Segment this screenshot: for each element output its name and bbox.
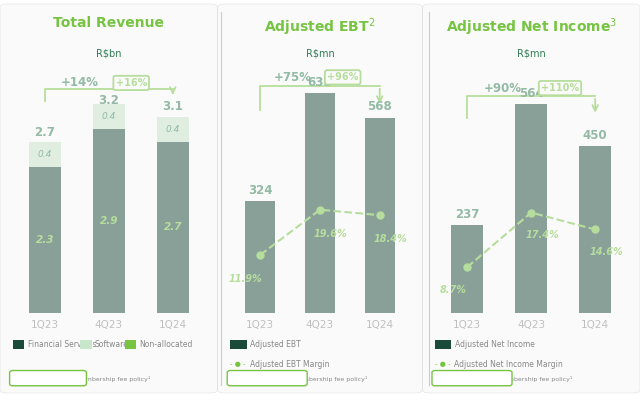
Text: R$mn: R$mn bbox=[517, 48, 545, 58]
Text: +75%: +75% bbox=[274, 71, 312, 84]
Text: 17.4%: 17.4% bbox=[526, 230, 559, 240]
Text: Non-allocated: Non-allocated bbox=[140, 340, 193, 349]
Bar bbox=[245, 201, 275, 313]
Text: +96%: +96% bbox=[327, 72, 358, 82]
Text: 0.4: 0.4 bbox=[166, 125, 180, 134]
Text: 11.9%: 11.9% bbox=[228, 274, 262, 284]
Text: 2.3: 2.3 bbox=[36, 235, 54, 245]
Bar bbox=[451, 225, 483, 313]
Text: 4Q23: 4Q23 bbox=[306, 320, 334, 330]
Text: +14%: +14% bbox=[61, 77, 99, 89]
Text: R$bn: R$bn bbox=[96, 48, 122, 58]
Bar bbox=[93, 129, 125, 313]
Text: 1Q23: 1Q23 bbox=[31, 320, 59, 330]
Bar bbox=[365, 117, 395, 313]
Text: Total Revenue: Total Revenue bbox=[53, 16, 164, 30]
Text: y/y in the previous membership fee policy¹: y/y in the previous membership fee polic… bbox=[232, 376, 368, 381]
Text: - ● -: - ● - bbox=[435, 361, 451, 367]
Text: 19.6%: 19.6% bbox=[314, 229, 348, 239]
Bar bbox=[29, 167, 61, 313]
Text: 2.9: 2.9 bbox=[100, 216, 118, 226]
Text: 3.2: 3.2 bbox=[99, 94, 119, 107]
Text: 4Q23: 4Q23 bbox=[517, 320, 545, 330]
Text: 1Q23: 1Q23 bbox=[246, 320, 275, 330]
Text: 14.6%: 14.6% bbox=[590, 247, 623, 257]
Text: 568: 568 bbox=[367, 100, 392, 113]
Text: Adjusted Net Income: Adjusted Net Income bbox=[454, 340, 534, 349]
Bar bbox=[93, 104, 125, 129]
Text: 638: 638 bbox=[308, 76, 332, 89]
Text: 324: 324 bbox=[248, 184, 273, 197]
Text: +110%: +110% bbox=[541, 83, 579, 93]
Text: Software: Software bbox=[95, 340, 129, 349]
Text: y/y in the previous membership fee policy¹: y/y in the previous membership fee polic… bbox=[15, 376, 150, 381]
Text: 3.1: 3.1 bbox=[163, 100, 183, 113]
Text: - ● -: - ● - bbox=[230, 361, 246, 367]
Bar bbox=[305, 93, 335, 313]
Text: 0.4: 0.4 bbox=[38, 150, 52, 159]
Text: Financial Services: Financial Services bbox=[28, 340, 96, 349]
Text: +90%: +90% bbox=[483, 81, 522, 95]
Text: y/y in the previous membership fee policy¹: y/y in the previous membership fee polic… bbox=[437, 376, 573, 381]
Text: Adjusted EBT$^{2}$: Adjusted EBT$^{2}$ bbox=[264, 16, 376, 38]
Text: Adjusted Net Income Margin: Adjusted Net Income Margin bbox=[454, 360, 563, 369]
Bar bbox=[515, 104, 547, 313]
Text: 1Q24: 1Q24 bbox=[159, 320, 187, 330]
Text: 450: 450 bbox=[583, 129, 607, 142]
Text: 8.7%: 8.7% bbox=[440, 285, 467, 295]
Text: Adjusted Net Income$^{3}$: Adjusted Net Income$^{3}$ bbox=[445, 16, 617, 38]
Text: 1Q24: 1Q24 bbox=[581, 320, 609, 330]
Text: Adjusted EBT Margin: Adjusted EBT Margin bbox=[250, 360, 329, 369]
Text: Adjusted EBT: Adjusted EBT bbox=[250, 340, 300, 349]
Text: 237: 237 bbox=[455, 208, 479, 221]
Text: 1Q24: 1Q24 bbox=[365, 320, 394, 330]
Text: R$mn: R$mn bbox=[306, 48, 334, 58]
Bar bbox=[157, 142, 189, 313]
Bar bbox=[579, 146, 611, 313]
Text: 2.7: 2.7 bbox=[164, 222, 182, 232]
Text: 564: 564 bbox=[519, 87, 543, 100]
Bar bbox=[29, 142, 61, 167]
Text: 1Q23: 1Q23 bbox=[453, 320, 481, 330]
Bar bbox=[157, 117, 189, 142]
Text: 0.4: 0.4 bbox=[102, 112, 116, 121]
Text: +16%: +16% bbox=[115, 78, 147, 88]
Text: 18.4%: 18.4% bbox=[374, 234, 408, 244]
Text: 4Q23: 4Q23 bbox=[95, 320, 123, 330]
Text: 2.7: 2.7 bbox=[35, 126, 55, 139]
